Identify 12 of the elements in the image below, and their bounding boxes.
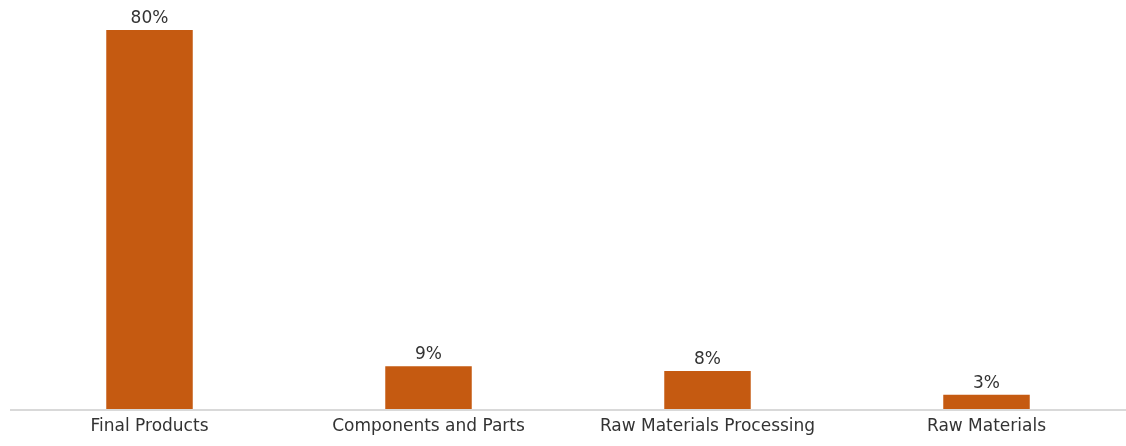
bar xyxy=(943,394,1030,409)
data-label: 8% xyxy=(694,348,721,369)
data-label: 80% xyxy=(130,6,169,27)
bar xyxy=(664,371,751,409)
x-tick-label: Components and Parts xyxy=(332,415,526,436)
x-tick-label: Final Products xyxy=(90,415,209,436)
bar xyxy=(385,366,472,409)
data-label: 9% xyxy=(415,343,442,364)
bar xyxy=(106,29,193,409)
data-label: 3% xyxy=(973,371,1000,392)
x-tick-label: Raw Materials xyxy=(926,415,1047,436)
x-tick-label: Raw Materials Processing xyxy=(599,415,816,436)
